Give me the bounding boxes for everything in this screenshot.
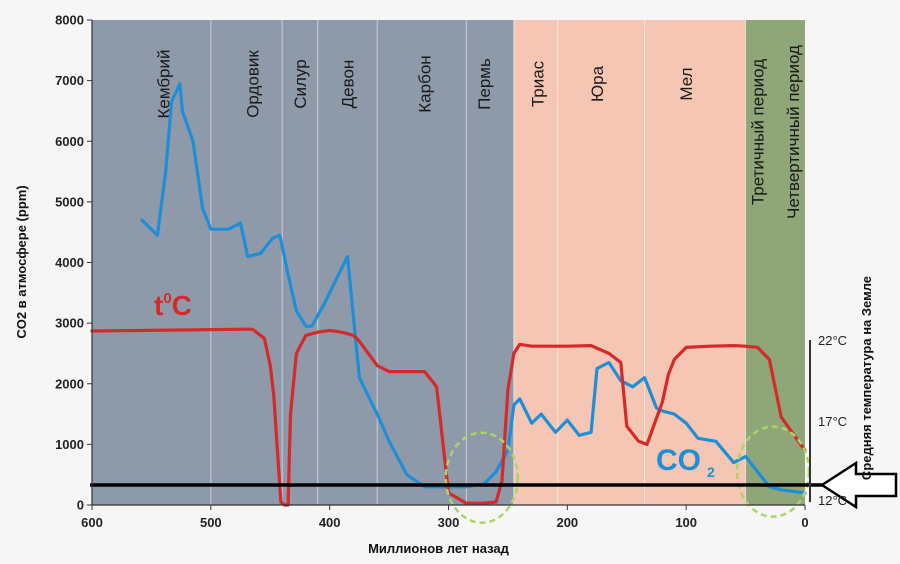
temperature-tick-label: 22°C bbox=[818, 333, 847, 348]
co2-label-main: CO bbox=[656, 444, 701, 477]
highlight-ellipse-1 bbox=[735, 425, 811, 518]
y-axis-title: CO2 в атмосфере (ppm) bbox=[14, 185, 29, 338]
period-boundaries bbox=[210, 20, 747, 505]
era-band-1 bbox=[513, 20, 746, 505]
temperature-label-sup: 0 bbox=[163, 290, 171, 307]
highlight-ellipse-0 bbox=[444, 431, 520, 524]
annotations bbox=[90, 425, 898, 524]
temperature-axis-title: Средняя температура на Земле bbox=[859, 276, 874, 480]
temperature-label-t: t bbox=[154, 290, 163, 321]
period-label: Девон bbox=[338, 60, 357, 109]
x-axis-title: Миллионов лет назад bbox=[368, 541, 510, 556]
x-tick-label: 500 bbox=[200, 515, 222, 530]
series-labels: t0C CO 2 bbox=[154, 290, 715, 480]
temperature-label-c: C bbox=[172, 290, 192, 321]
period-label: Ордовик bbox=[243, 50, 262, 118]
period-label: Пермь bbox=[475, 58, 494, 110]
arrow-left-icon bbox=[819, 460, 898, 510]
y-tick-label: 8000 bbox=[55, 13, 84, 28]
period-label: Триас bbox=[529, 60, 548, 107]
era-band-2 bbox=[745, 20, 805, 505]
y-tick-label: 7000 bbox=[55, 73, 84, 88]
period-label: Юра bbox=[588, 65, 607, 102]
co2-label-sub: 2 bbox=[707, 464, 715, 480]
y-tick-label: 0 bbox=[77, 498, 84, 513]
era-band-0 bbox=[92, 20, 514, 505]
period-label: Силур bbox=[291, 59, 310, 108]
x-tick-label: 400 bbox=[319, 515, 341, 530]
temperature-tick-label: 17°C bbox=[818, 414, 847, 429]
x-tick-label: 100 bbox=[675, 515, 697, 530]
temperature-label: t0C bbox=[154, 290, 192, 321]
x-tick-label: 600 bbox=[81, 515, 103, 530]
y-tick-label: 3000 bbox=[55, 316, 84, 331]
era-bands bbox=[92, 20, 805, 505]
period-label: Мел bbox=[677, 67, 696, 100]
period-label: Карбон bbox=[416, 55, 435, 112]
x-tick-label: 0 bbox=[801, 515, 808, 530]
period-label: Кембрий bbox=[154, 49, 173, 118]
period-label: Четвертичный период bbox=[784, 45, 803, 219]
y-tick-label: 4000 bbox=[55, 255, 84, 270]
period-label: Третичный период bbox=[748, 59, 767, 205]
period-labels: Кембрий Ордовик Силур Девон Карбон Пермь Триас… bbox=[154, 45, 803, 219]
temperature-tick-label: 12°C bbox=[818, 493, 847, 508]
y-tick-label: 2000 bbox=[55, 376, 84, 391]
x-tick-label: 300 bbox=[438, 515, 460, 530]
y-tick-label: 5000 bbox=[55, 194, 84, 209]
y-tick-label: 1000 bbox=[55, 437, 84, 452]
y-tick-label: 6000 bbox=[55, 134, 84, 149]
co2-label: CO 2 bbox=[656, 444, 715, 480]
x-tick-label: 200 bbox=[556, 515, 578, 530]
